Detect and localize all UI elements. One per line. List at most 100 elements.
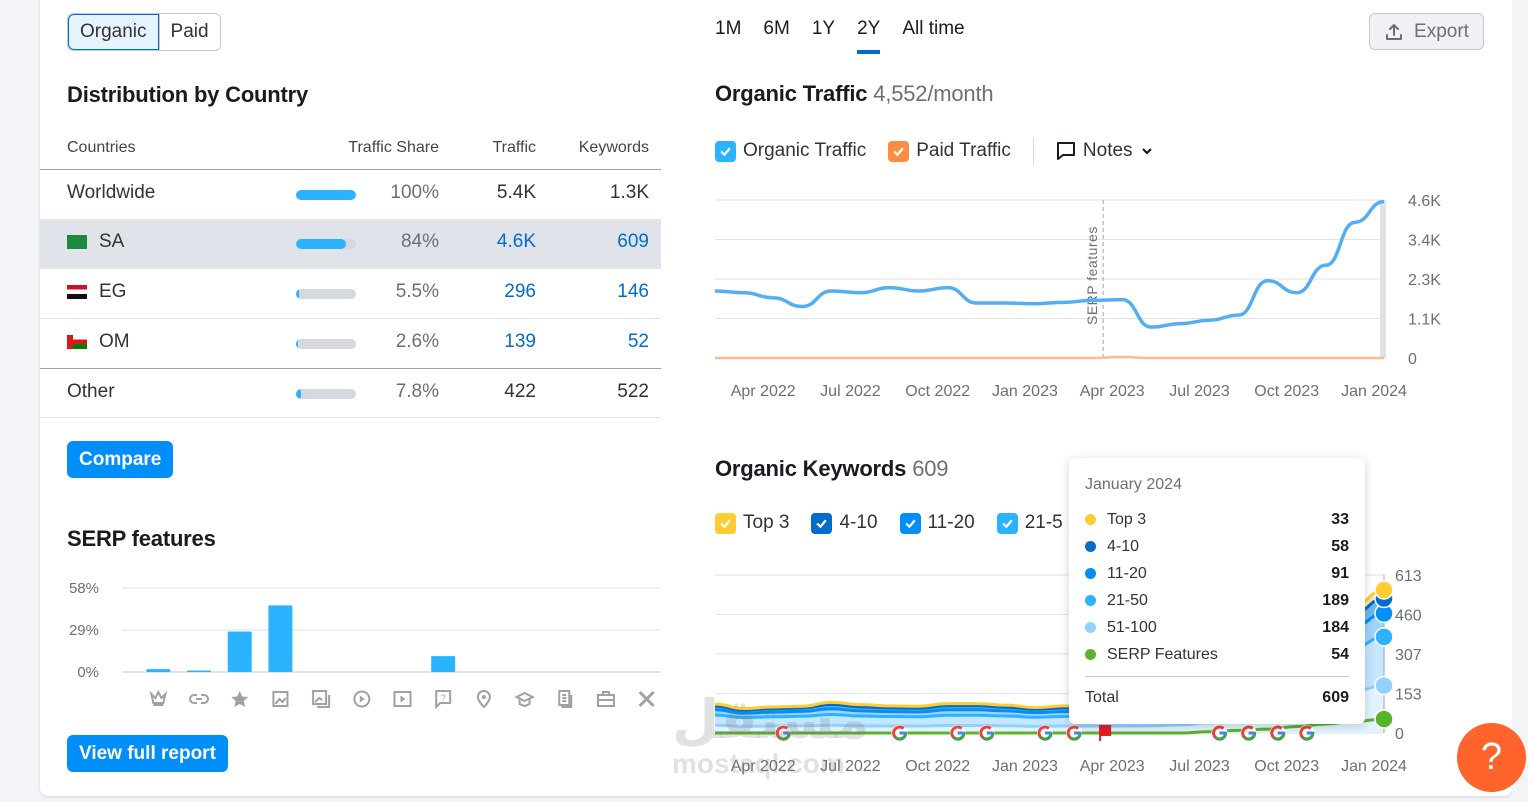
checkbox-checked-icon[interactable] (996, 512, 1018, 534)
legend-label: 4-10 (839, 512, 878, 533)
y-tick-label: 153 (1395, 687, 1422, 704)
oman-flag-icon (67, 335, 87, 349)
col-keywords: Keywords (578, 139, 649, 156)
legend-label: Top 3 (743, 512, 790, 533)
location-pin-icon (476, 690, 491, 709)
keywords-value[interactable]: 609 (617, 231, 649, 252)
y-tick-label: 0% (77, 664, 99, 681)
legend-4-10[interactable]: 4-10 (811, 512, 878, 534)
country-row[interactable]: Other 7.8% 422 522 (40, 368, 661, 418)
tooltip-row-value: 54 (1331, 645, 1349, 663)
compare-button[interactable]: Compare (67, 441, 174, 478)
point-top-3 (1374, 580, 1394, 600)
x-tick-label: Oct 2023 (1254, 383, 1319, 400)
checkbox-checked-icon[interactable] (715, 512, 736, 534)
period-tab-1y[interactable]: 1Y (811, 18, 836, 39)
tooltip-row-label: 21-50 (1107, 591, 1148, 609)
tooltip-row: SERP Features 54 (1085, 641, 1349, 668)
image-icon (272, 691, 289, 707)
serp-bar-reviews (227, 631, 252, 672)
checkbox-checked-icon[interactable] (899, 512, 921, 534)
country-label[interactable]: SA (99, 231, 125, 252)
x-tick-label: Oct 2022 (905, 758, 970, 775)
legend-11-20[interactable]: 11-20 (899, 512, 975, 534)
checkbox-checked-icon[interactable] (715, 140, 736, 162)
toggle-paid[interactable]: Paid (158, 14, 220, 50)
y-tick-label: 0 (1408, 351, 1417, 368)
keywords-value: 1.3K (609, 182, 649, 203)
legend-21-50[interactable]: 21-5 (996, 512, 1063, 534)
y-tick-label: 3.4K (1408, 233, 1441, 250)
google-update-icon (1240, 725, 1257, 741)
scrollbar-track[interactable] (1512, 0, 1528, 802)
x-tick-label: Jan 2023 (992, 383, 1058, 400)
legend-divider (1032, 137, 1034, 165)
traffic-share-fill (296, 190, 356, 200)
period-tab-6m[interactable]: 6M (763, 18, 790, 39)
country-label[interactable]: OM (99, 331, 130, 352)
annotation-label: SERP features (1084, 226, 1100, 325)
x-tick-label: Oct 2022 (905, 383, 970, 400)
saudi-arabia-flag-icon (67, 235, 87, 249)
organic-traffic-chart: 0 1.1K 2.3K 3.4K 4.6K SERP features Apr 2022 Ju… (714, 193, 1441, 400)
keywords-value[interactable]: 52 (627, 331, 649, 352)
legend-label: 11-20 (927, 512, 975, 533)
country-name: SA (67, 231, 124, 253)
country-row[interactable]: EG 5.5% 296 146 (40, 269, 661, 319)
legend-paid-traffic[interactable]: Paid Traffic (888, 140, 1011, 162)
svg-text:?: ? (441, 693, 446, 703)
traffic-value[interactable]: 139 (504, 331, 536, 352)
traffic-value[interactable]: 4.6K (496, 231, 536, 252)
help-button[interactable]: ? (1457, 723, 1526, 792)
series-line-organic-traffic (714, 199, 1385, 329)
country-row[interactable]: Worldwide 100% 5.4K 1.3K (40, 170, 661, 220)
view-full-report-button[interactable]: View full report (67, 735, 228, 772)
hover-band (1380, 200, 1386, 358)
legend-organic-traffic[interactable]: Organic Traffic (715, 140, 866, 162)
country-label[interactable]: EG (99, 281, 127, 302)
tooltip-row-value: 33 (1331, 510, 1349, 528)
keywords-value[interactable]: 146 (617, 281, 649, 302)
country-name: Worldwide (67, 182, 155, 204)
notes-dropdown[interactable]: Notes (1056, 140, 1154, 162)
period-tab-2y[interactable]: 2Y (857, 18, 881, 54)
x-tick-label: Apr 2023 (1080, 383, 1145, 400)
y-tick-label: 1.1K (1408, 312, 1441, 329)
point-51-100 (1374, 675, 1394, 696)
google-update-icon (775, 725, 792, 741)
series-dot-icon (1085, 568, 1096, 579)
serp-bar-people-also-ask (431, 656, 456, 672)
legend-label: 21-5 (1024, 512, 1063, 533)
traffic-value: 5.4K (496, 182, 536, 203)
country-row[interactable]: OM 2.6% 139 52 (40, 319, 661, 369)
traffic-value: 422 (504, 381, 536, 402)
traffic-value[interactable]: 296 (504, 281, 536, 302)
y-tick-label: 58% (69, 580, 99, 597)
google-update-icon (1269, 725, 1286, 741)
x-tick-label: Jul 2023 (1169, 758, 1230, 775)
country-row[interactable]: SA 84% 4.6K 609 (40, 219, 661, 269)
egypt-flag-icon (67, 285, 87, 299)
news-icon (558, 690, 573, 708)
x-tick-label: Jan 2024 (1341, 758, 1407, 775)
checkbox-checked-icon[interactable] (888, 140, 910, 162)
video-carousel-icon (393, 691, 412, 707)
series-line-paid-traffic (715, 355, 1384, 360)
checkbox-checked-icon[interactable] (811, 512, 833, 534)
country-name: Other (67, 381, 115, 403)
google-update-icon (1211, 725, 1228, 741)
series-dot-icon (1085, 541, 1096, 552)
serp-bar-featured-snippet (146, 669, 171, 672)
toggle-organic[interactable]: Organic (68, 14, 159, 50)
tooltip-row-label: 11-20 (1107, 564, 1147, 582)
briefcase-icon (596, 691, 615, 707)
col-traffic: Traffic (492, 139, 536, 156)
tooltip-row-value: 184 (1322, 618, 1349, 636)
traffic-share-bar (296, 289, 356, 299)
video-icon (353, 690, 371, 708)
legend-top-3[interactable]: Top 3 (715, 512, 789, 534)
export-button[interactable]: Export (1369, 13, 1484, 50)
period-tab-1m[interactable]: 1M (715, 18, 742, 39)
period-tab-all-time[interactable]: All time (902, 18, 965, 39)
traffic-share-fill (296, 239, 347, 249)
